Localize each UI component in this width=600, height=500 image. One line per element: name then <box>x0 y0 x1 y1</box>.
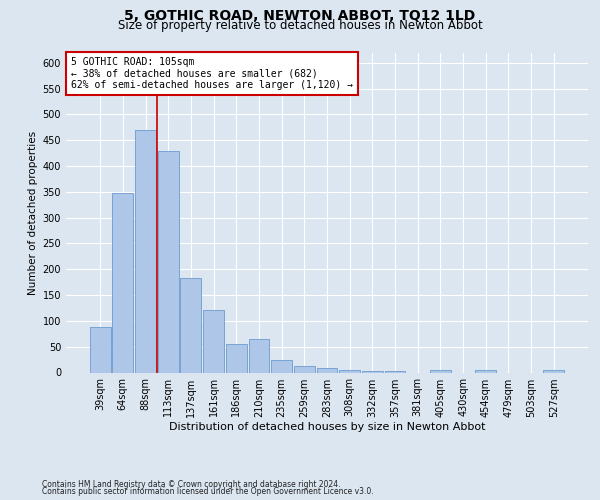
Bar <box>226 344 247 372</box>
Bar <box>112 193 133 372</box>
Bar <box>339 370 360 372</box>
Bar <box>203 310 224 372</box>
Bar <box>430 370 451 372</box>
Bar <box>158 150 179 372</box>
Y-axis label: Number of detached properties: Number of detached properties <box>28 130 38 294</box>
Bar <box>181 278 202 372</box>
Bar <box>248 339 269 372</box>
Bar <box>271 360 292 372</box>
Text: Size of property relative to detached houses in Newton Abbot: Size of property relative to detached ho… <box>118 18 482 32</box>
Bar <box>90 327 110 372</box>
Text: Contains HM Land Registry data © Crown copyright and database right 2024.: Contains HM Land Registry data © Crown c… <box>42 480 341 489</box>
Bar <box>317 368 337 372</box>
Text: 5 GOTHIC ROAD: 105sqm
← 38% of detached houses are smaller (682)
62% of semi-det: 5 GOTHIC ROAD: 105sqm ← 38% of detached … <box>71 58 353 90</box>
Bar <box>294 366 315 372</box>
Bar <box>135 130 156 372</box>
Text: 5, GOTHIC ROAD, NEWTON ABBOT, TQ12 1LD: 5, GOTHIC ROAD, NEWTON ABBOT, TQ12 1LD <box>124 9 476 23</box>
X-axis label: Distribution of detached houses by size in Newton Abbot: Distribution of detached houses by size … <box>169 422 485 432</box>
Bar <box>362 371 383 372</box>
Text: Contains public sector information licensed under the Open Government Licence v3: Contains public sector information licen… <box>42 487 374 496</box>
Bar <box>385 371 406 372</box>
Bar <box>475 370 496 372</box>
Bar <box>544 370 564 372</box>
